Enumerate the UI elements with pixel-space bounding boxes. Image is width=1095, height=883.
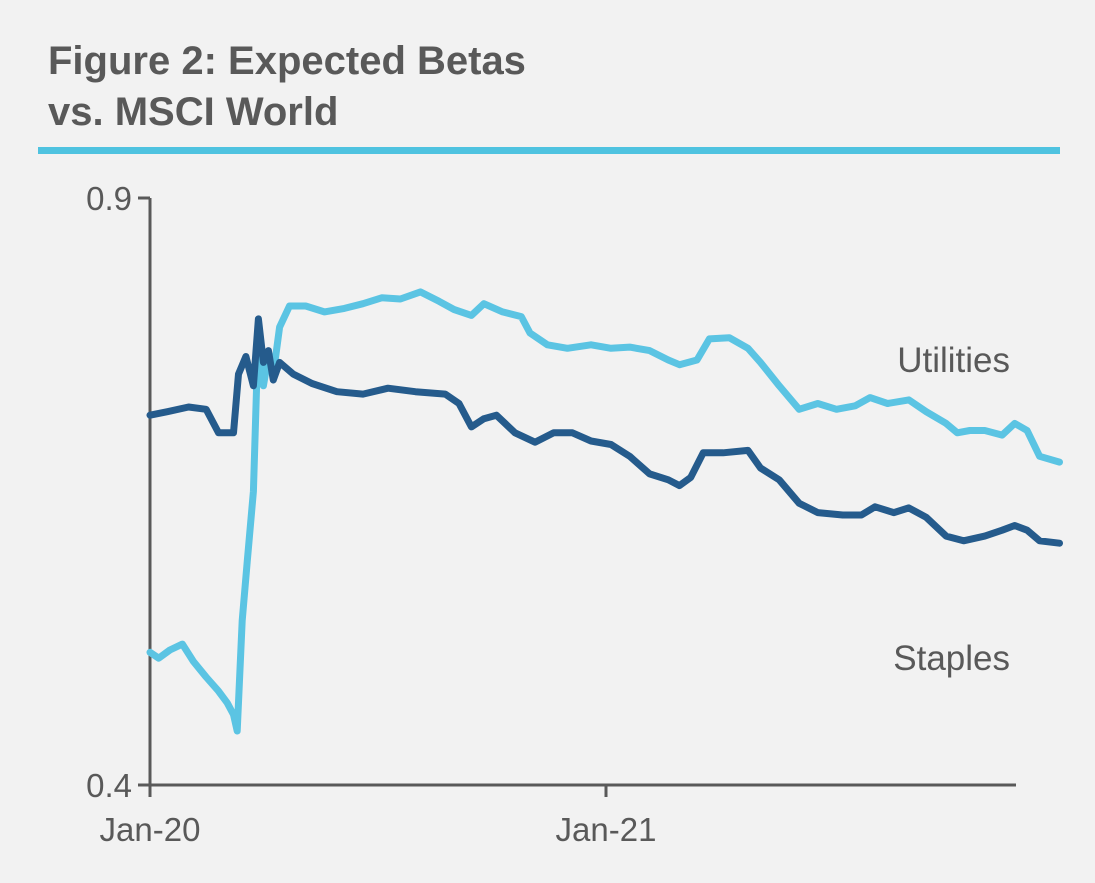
x-tick-label: Jan-21	[556, 811, 657, 848]
chart-title-line-2: vs. MSCI World	[48, 90, 339, 134]
chart-title-line-1: Figure 2: Expected Betas	[48, 39, 526, 83]
series-label-utilities: Utilities	[897, 341, 1010, 380]
x-tick-label: Jan-20	[100, 811, 201, 848]
series-line-utilities	[146, 288, 1063, 735]
chart-series	[146, 288, 1063, 735]
chart-axes: 0.9 0.4 Jan-20 Jan-21	[86, 180, 1016, 848]
chart-title: Figure 2: Expected Betas vs. MSCI World	[48, 36, 526, 138]
chart-labels: Utilities Staples	[893, 341, 1010, 678]
y-tick-label: 0.4	[86, 767, 132, 804]
series-label-staples: Staples	[893, 639, 1010, 678]
series-line-staples	[146, 315, 1063, 547]
y-tick-label: 0.9	[86, 180, 132, 217]
title-divider	[38, 147, 1060, 154]
